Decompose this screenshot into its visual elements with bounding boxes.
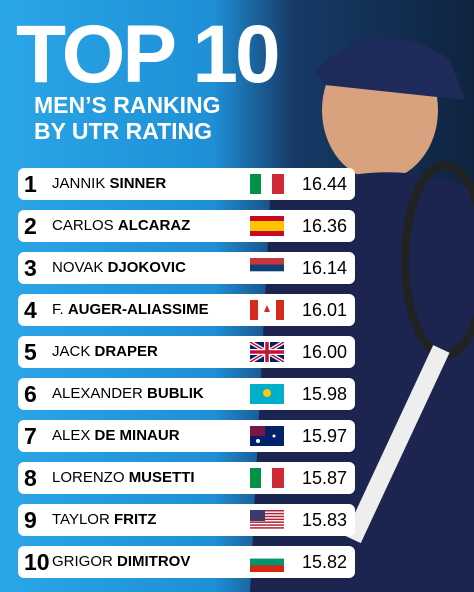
player-name: NOVAK DJOKOVIC xyxy=(52,252,186,284)
subtitle: MEN’S RANKING xyxy=(34,92,221,118)
first-name: TAYLOR xyxy=(52,511,110,528)
flag xyxy=(250,384,284,404)
rank: 9 xyxy=(24,507,37,533)
first-name: CARLOS xyxy=(52,217,114,234)
rating: 15.87 xyxy=(301,468,347,488)
flag xyxy=(250,468,284,488)
first-name: JACK xyxy=(52,343,91,360)
last-name: DRAPER xyxy=(94,343,158,360)
flag xyxy=(250,258,284,278)
first-name: ALEXANDER xyxy=(52,385,143,402)
last-name: BUBLIK xyxy=(147,385,204,402)
flag xyxy=(250,342,284,362)
player-name: LORENZO MUSETTI xyxy=(52,462,195,494)
last-name: DIMITROV xyxy=(117,553,191,570)
rating: 15.83 xyxy=(301,510,347,530)
first-name: NOVAK xyxy=(52,259,104,276)
last-name: SINNER xyxy=(109,175,167,192)
player-name: ALEX DE MINAUR xyxy=(52,420,180,452)
flag xyxy=(250,510,284,530)
last-name: FRITZ xyxy=(113,511,157,528)
ranking-row: 8 LORENZO MUSETTI 15.87 xyxy=(18,462,355,494)
last-name: DE MINAUR xyxy=(94,427,180,444)
rating: 15.98 xyxy=(301,384,347,404)
flag xyxy=(250,300,284,320)
rank: 5 xyxy=(24,339,37,365)
flag xyxy=(250,552,284,572)
subtitle: BY UTR RATING xyxy=(34,118,213,144)
last-name: AUGER-ALIASSIME xyxy=(67,301,209,318)
player-name: ALEXANDER BUBLIK xyxy=(52,378,204,410)
ranking-row: 9 TAYLOR FRITZ 15.83 xyxy=(18,504,355,536)
rating: 15.82 xyxy=(301,552,347,572)
player-name: F. AUGER-ALIASSIME xyxy=(52,294,209,326)
last-name: MUSETTI xyxy=(128,469,195,486)
ranking-row: 1 JANNIK SINNER 16.44 xyxy=(18,168,355,200)
rating: 16.00 xyxy=(301,342,347,362)
rank: 2 xyxy=(24,213,37,239)
rating: 16.36 xyxy=(301,216,347,236)
ranking-row: 7 ALEX DE MINAUR 15.97 xyxy=(18,420,355,452)
rank: 7 xyxy=(24,423,37,449)
rank: 10 xyxy=(24,549,50,575)
rating: 16.01 xyxy=(301,300,347,320)
ranking-row: 3 NOVAK DJOKOVIC 16.14 xyxy=(18,252,355,284)
rating: 16.44 xyxy=(301,174,347,194)
rank: 1 xyxy=(24,171,37,197)
player-name: GRIGOR DIMITROV xyxy=(52,546,190,578)
flag xyxy=(250,216,284,236)
rank: 4 xyxy=(24,297,37,323)
ranking-row: 6 ALEXANDER BUBLIK 15.98 xyxy=(18,378,355,410)
rank: 3 xyxy=(24,255,37,281)
first-name: F. xyxy=(52,301,64,318)
ranking-row: 2 CARLOS ALCARAZ 16.36 xyxy=(18,210,355,242)
title: TOP 10 xyxy=(16,9,281,100)
player-name: JACK DRAPER xyxy=(52,336,158,368)
flag xyxy=(250,174,284,194)
player-name: CARLOS ALCARAZ xyxy=(52,210,190,242)
first-name: JANNIK xyxy=(52,175,106,192)
rank: 6 xyxy=(24,381,37,407)
first-name: LORENZO xyxy=(52,469,125,486)
first-name: GRIGOR xyxy=(52,553,113,570)
rank: 8 xyxy=(24,465,37,491)
first-name: ALEX xyxy=(52,427,91,444)
ranking-row: 10 GRIGOR DIMITROV 15.82 xyxy=(18,546,355,578)
ranking-row: 4 F. AUGER-ALIASSIME 16.01 xyxy=(18,294,355,326)
ranking-row: 5 JACK DRAPER 16.00 xyxy=(18,336,355,368)
player-name: TAYLOR FRITZ xyxy=(52,504,156,536)
rating: 16.14 xyxy=(301,258,347,278)
rating: 15.97 xyxy=(301,426,347,446)
last-name: ALCARAZ xyxy=(117,217,191,234)
last-name: DJOKOVIC xyxy=(107,259,186,276)
player-name: JANNIK SINNER xyxy=(52,168,166,200)
flag xyxy=(250,426,284,446)
